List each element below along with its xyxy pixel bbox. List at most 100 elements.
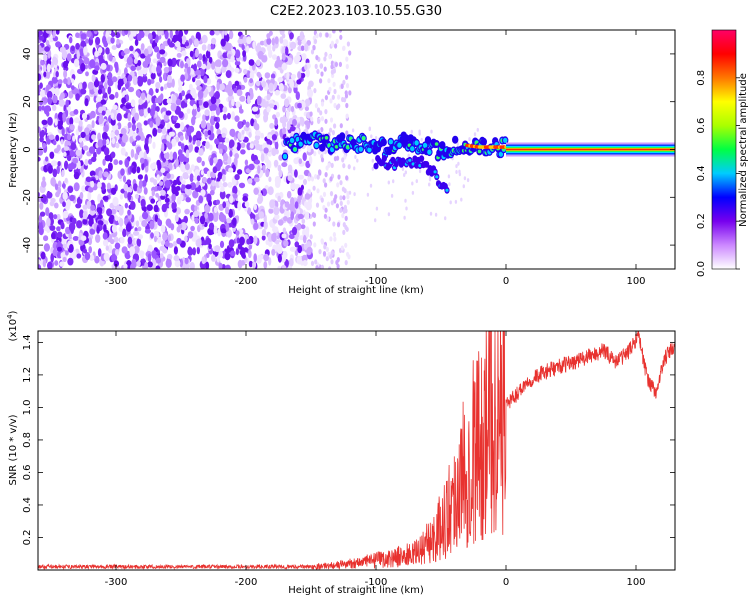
noise-blob (55, 134, 60, 142)
noise-blob (114, 242, 121, 250)
noise-blob (84, 98, 89, 107)
noise-blob (181, 183, 185, 192)
noise-blob (303, 178, 307, 185)
noise-blob (181, 90, 186, 97)
noise-blob (58, 99, 65, 107)
noise-blob (118, 217, 124, 227)
signal-blob (346, 145, 350, 149)
noise-blob (269, 122, 275, 129)
noise-blob (332, 81, 336, 87)
noise-blob (286, 190, 292, 199)
noise-blob (55, 41, 62, 48)
noise-blob (331, 94, 335, 100)
noise-blob (157, 128, 162, 134)
noise-blob (143, 108, 149, 117)
noise-blob (47, 116, 53, 126)
noise-blob (212, 166, 218, 174)
noise-blob (127, 187, 133, 193)
noise-blob (140, 43, 145, 51)
noise-blob (141, 220, 148, 227)
noise-blob (186, 93, 192, 99)
noise-blob (201, 63, 207, 70)
noise-blob (57, 186, 62, 195)
noise-blob (80, 131, 86, 139)
noise-blob (304, 211, 310, 220)
noise-blob (195, 80, 201, 87)
noise-blob (42, 259, 47, 268)
noise-blob (211, 254, 216, 262)
noise-blob (325, 246, 329, 252)
noise-blob (189, 182, 197, 191)
noise-blob (165, 218, 172, 227)
noise-blob (304, 120, 310, 126)
noise-blob (268, 240, 273, 248)
noise-blob (118, 160, 123, 165)
noise-blob (123, 190, 128, 199)
noise-blob (213, 206, 218, 214)
noise-blob (39, 89, 47, 98)
noise-blob (235, 248, 239, 256)
noise-blob (237, 169, 243, 175)
noise-blob (343, 154, 347, 160)
noise-blob (333, 156, 337, 162)
noise-blob (102, 35, 107, 45)
signal-blob (334, 145, 339, 149)
noise-blob (121, 97, 127, 105)
noise-blob (103, 224, 107, 233)
noise-blob (297, 71, 302, 79)
branch-blob (435, 175, 439, 179)
noise-blob (194, 146, 200, 153)
noise-blob (210, 110, 215, 117)
noise-blob (444, 216, 447, 221)
noise-blob (137, 234, 144, 240)
noise-blob (50, 160, 58, 167)
signal-blob (314, 142, 319, 148)
noise-blob (295, 127, 300, 135)
noise-blob (271, 134, 277, 141)
noise-blob (275, 200, 279, 209)
noise-blob (263, 261, 268, 269)
noise-blob (139, 30, 144, 37)
noise-blob (38, 126, 41, 133)
noise-blob (266, 134, 273, 140)
noise-blob (159, 245, 166, 252)
noise-blob (200, 169, 204, 176)
noise-blob (222, 113, 227, 121)
noise-blob (60, 221, 65, 230)
noise-blob (73, 58, 80, 68)
signal-blob (388, 139, 393, 145)
noise-blob (345, 102, 349, 109)
noise-blob (274, 61, 280, 69)
noise-blob (120, 127, 127, 135)
noise-blob (114, 249, 120, 256)
noise-blob (89, 59, 96, 69)
noise-blob (234, 60, 241, 66)
noise-blob (245, 45, 250, 53)
noise-blob (90, 180, 95, 188)
noise-blob (242, 195, 248, 202)
noise-blob (335, 104, 339, 111)
noise-blob (138, 250, 145, 257)
noise-blob (268, 176, 272, 183)
noise-blob (136, 260, 141, 267)
noise-blob (226, 112, 231, 120)
noise-blob (180, 74, 186, 82)
noise-blob (293, 157, 299, 165)
noise-blob (251, 153, 255, 162)
noise-blob (251, 106, 259, 112)
noise-blob (282, 105, 286, 113)
noise-blob (38, 141, 41, 148)
noise-blob (122, 175, 127, 183)
signal-blob (380, 138, 387, 147)
noise-blob (242, 37, 247, 45)
noise-blob (271, 54, 278, 60)
noise-blob (214, 30, 221, 36)
signal-blob (289, 137, 295, 143)
noise-blob (374, 136, 378, 140)
noise-blob (346, 41, 350, 47)
noise-blob (200, 119, 207, 129)
noise-blob (304, 193, 311, 200)
noise-blob (271, 37, 275, 46)
noise-blob (261, 188, 267, 197)
noise-blob (181, 179, 186, 185)
